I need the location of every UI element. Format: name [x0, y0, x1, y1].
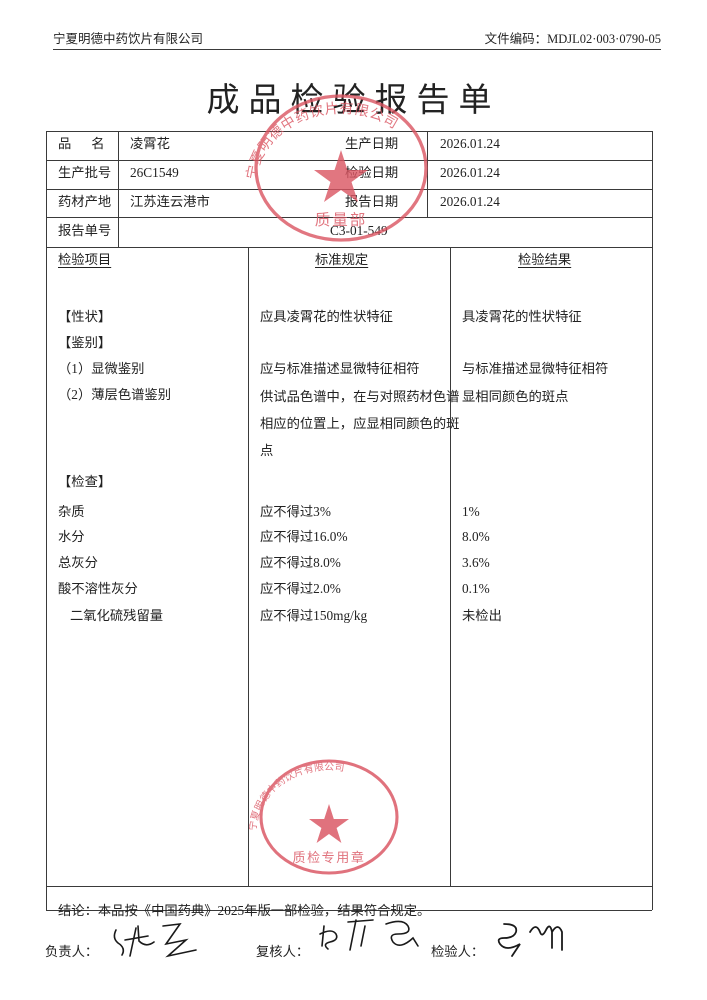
svg-text:质量部: 质量部 — [315, 211, 368, 229]
svg-text:宁夏明德中药饮片有限公司: 宁夏明德中药饮片有限公司 — [243, 100, 401, 181]
svg-text:质检专用章: 质检专用章 — [292, 850, 365, 865]
